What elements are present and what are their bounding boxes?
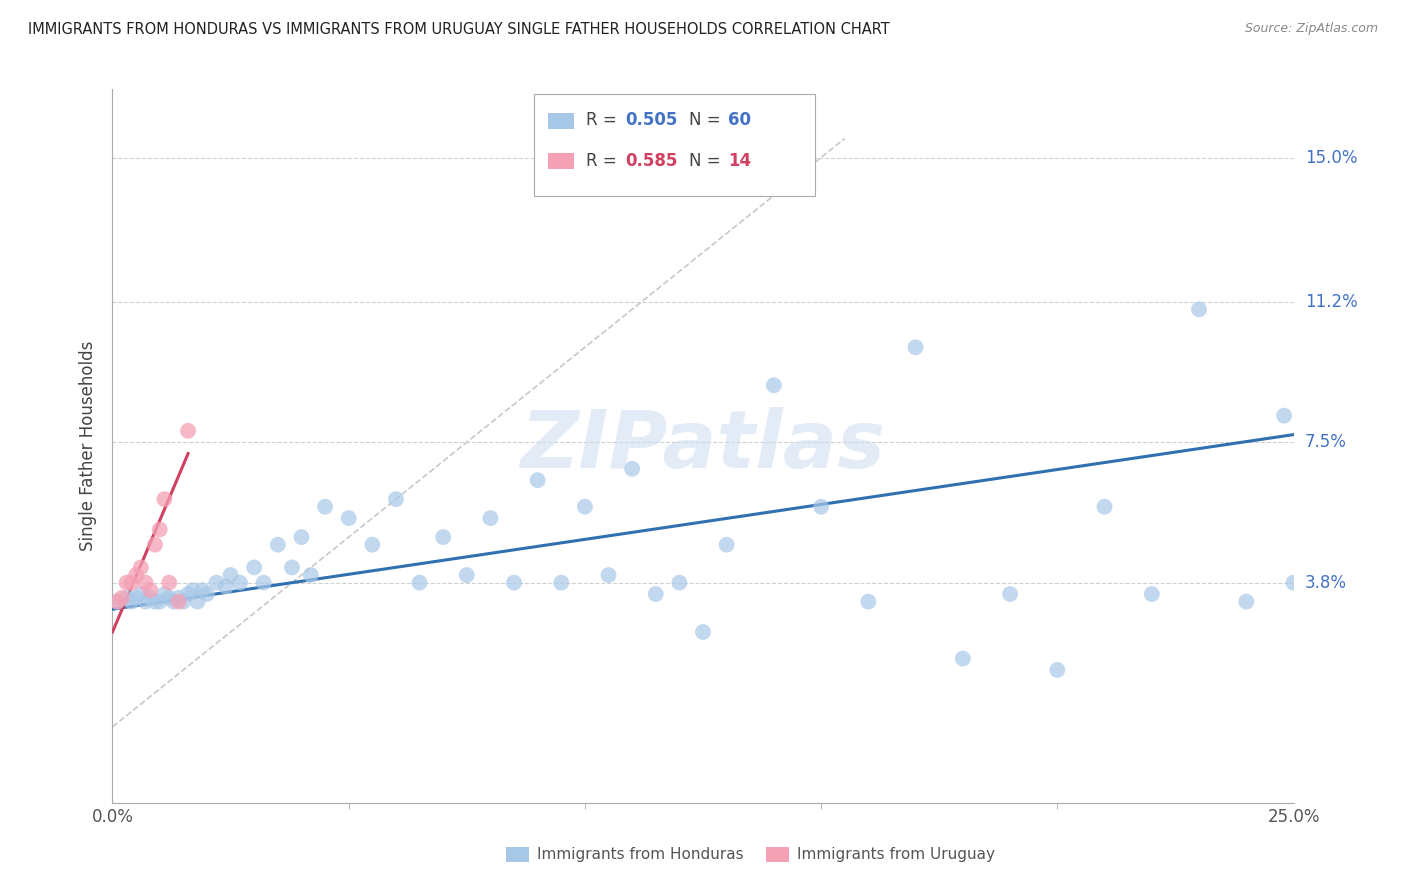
Point xyxy=(998,587,1021,601)
Point xyxy=(229,575,252,590)
Point xyxy=(267,538,290,552)
Point xyxy=(337,511,360,525)
Point xyxy=(810,500,832,514)
Point xyxy=(243,560,266,574)
Point xyxy=(1272,409,1295,423)
Point xyxy=(105,594,128,608)
Point xyxy=(177,587,200,601)
Point xyxy=(186,594,208,608)
Point xyxy=(1046,663,1069,677)
Point xyxy=(125,568,148,582)
Point xyxy=(129,587,152,601)
Point xyxy=(111,591,134,605)
Point xyxy=(716,538,738,552)
Point xyxy=(139,591,162,605)
Text: 0.585: 0.585 xyxy=(626,152,678,169)
Point xyxy=(644,587,666,601)
Point xyxy=(153,587,176,601)
Point xyxy=(479,511,502,525)
Text: 14: 14 xyxy=(728,152,751,169)
Point xyxy=(858,594,880,608)
Point xyxy=(195,587,218,601)
Point xyxy=(153,492,176,507)
Point xyxy=(115,591,138,605)
Point xyxy=(253,575,276,590)
Point xyxy=(904,340,927,354)
Point xyxy=(163,594,186,608)
Point xyxy=(526,473,548,487)
Point xyxy=(456,568,478,582)
Point xyxy=(952,651,974,665)
Point xyxy=(167,594,190,608)
Point xyxy=(219,568,242,582)
Text: 7.5%: 7.5% xyxy=(1305,434,1347,451)
Point xyxy=(550,575,572,590)
Point xyxy=(129,560,152,574)
Text: 0.505: 0.505 xyxy=(626,112,678,129)
Point xyxy=(143,538,166,552)
Point xyxy=(692,625,714,640)
Point xyxy=(1282,575,1305,590)
Point xyxy=(177,424,200,438)
Point xyxy=(157,591,180,605)
Point xyxy=(408,575,430,590)
Point xyxy=(1188,302,1211,317)
Text: ZIPatlas: ZIPatlas xyxy=(520,407,886,485)
Point xyxy=(105,594,128,608)
Point xyxy=(205,575,228,590)
Point xyxy=(1094,500,1116,514)
Point xyxy=(314,500,336,514)
Text: Source: ZipAtlas.com: Source: ZipAtlas.com xyxy=(1244,22,1378,36)
Point xyxy=(598,568,620,582)
Point xyxy=(120,594,142,608)
Point xyxy=(157,575,180,590)
Point xyxy=(139,583,162,598)
Text: Immigrants from Uruguay: Immigrants from Uruguay xyxy=(797,847,995,862)
Point xyxy=(762,378,785,392)
Point xyxy=(149,594,172,608)
Point xyxy=(361,538,384,552)
Point xyxy=(1140,587,1163,601)
Point xyxy=(115,575,138,590)
Point xyxy=(668,575,690,590)
Point xyxy=(120,575,142,590)
Point xyxy=(281,560,304,574)
Y-axis label: Single Father Households: Single Father Households xyxy=(79,341,97,551)
Point xyxy=(143,594,166,608)
Text: IMMIGRANTS FROM HONDURAS VS IMMIGRANTS FROM URUGUAY SINGLE FATHER HOUSEHOLDS COR: IMMIGRANTS FROM HONDURAS VS IMMIGRANTS F… xyxy=(28,22,890,37)
Point xyxy=(503,575,526,590)
Point xyxy=(621,462,644,476)
Point xyxy=(574,500,596,514)
Text: 60: 60 xyxy=(728,112,751,129)
Point xyxy=(299,568,322,582)
Point xyxy=(290,530,312,544)
Point xyxy=(215,579,238,593)
Text: Immigrants from Honduras: Immigrants from Honduras xyxy=(537,847,744,862)
Text: N =: N = xyxy=(689,152,725,169)
Point xyxy=(172,594,194,608)
Point xyxy=(385,492,408,507)
Text: 3.8%: 3.8% xyxy=(1305,574,1347,591)
Point xyxy=(149,523,172,537)
Point xyxy=(135,575,157,590)
Point xyxy=(191,583,214,598)
Point xyxy=(125,591,148,605)
Text: N =: N = xyxy=(689,112,725,129)
Text: R =: R = xyxy=(586,152,623,169)
Point xyxy=(181,583,204,598)
Text: 15.0%: 15.0% xyxy=(1305,149,1357,167)
Text: 11.2%: 11.2% xyxy=(1305,293,1357,310)
Point xyxy=(432,530,454,544)
Point xyxy=(1234,594,1257,608)
Text: R =: R = xyxy=(586,112,623,129)
Point xyxy=(167,591,190,605)
Point xyxy=(135,594,157,608)
